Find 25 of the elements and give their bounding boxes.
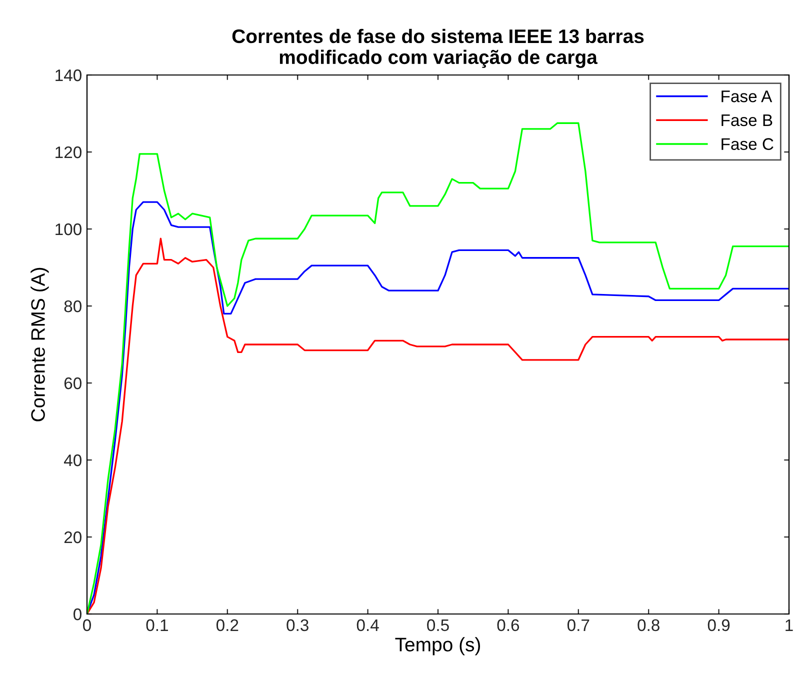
x-tick-label: 0.4: [356, 619, 379, 632]
x-tick-label: 0.2: [216, 619, 238, 632]
y-tick-label: 0: [74, 608, 82, 620]
x-tick-label: 0.1: [146, 619, 168, 632]
x-tick-label: 0.5: [427, 619, 449, 632]
legend-label: Fase B: [722, 114, 772, 126]
x-tick-label: 0.6: [497, 619, 520, 632]
legend-label: Fase C: [722, 138, 774, 150]
x-tick-label: 0: [83, 619, 91, 632]
y-tick-label: 100: [56, 223, 82, 236]
chart-title: Correntes de fase do sistema IEEE 13 barras modificado com variação de carga: [232, 28, 644, 68]
y-tick-label: 60: [64, 377, 82, 390]
y-tick-label: 120: [56, 146, 82, 158]
x-axis-title: Tempo (s): [395, 637, 480, 656]
x-tick-label: 0.3: [286, 619, 308, 632]
x-tick-label: 0.9: [708, 619, 730, 632]
x-tick-label: 0.7: [567, 619, 590, 632]
y-tick-label: 40: [64, 454, 82, 466]
y-tick-label: 140: [56, 69, 82, 82]
x-tick-label: 0.8: [638, 619, 660, 632]
y-tick-label: 20: [64, 531, 82, 544]
legend-label: Fase A: [722, 90, 772, 102]
y-axis-title: Corrente RMS (A): [30, 268, 49, 422]
x-tick-label: 1: [786, 619, 793, 631]
y-tick-label: 80: [64, 300, 82, 312]
